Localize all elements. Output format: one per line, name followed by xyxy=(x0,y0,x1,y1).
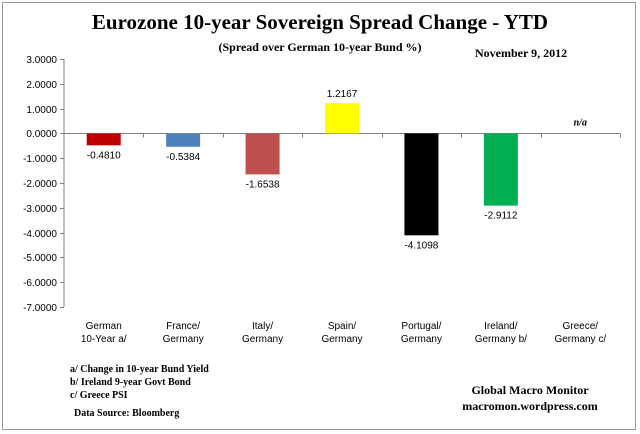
y-tick-label: 2.0000 xyxy=(26,80,57,91)
bar-value-label: -2.9112 xyxy=(484,211,518,222)
credit-url: macromon.wordpress.com xyxy=(462,399,598,413)
bar xyxy=(325,103,359,134)
footnote-b: b/ Ireland 9-year Govt Bond xyxy=(70,377,191,388)
credit-name: Global Macro Monitor xyxy=(471,383,589,397)
bar-value-label: n/a xyxy=(574,117,587,128)
chart-title: Eurozone 10-year Sovereign Spread Change… xyxy=(91,10,549,34)
bar xyxy=(166,133,201,147)
y-tick-label: -6.0000 xyxy=(23,278,57,289)
y-tick-label: -2.0000 xyxy=(23,179,57,190)
bar xyxy=(483,133,518,206)
y-tick-label: 1.0000 xyxy=(26,105,57,116)
credit: Global Macro Monitor macromon.wordpress.… xyxy=(440,382,620,414)
chart-subtitle: (Spread over German 10-year Bund %) xyxy=(218,40,422,54)
x-tick-label: Italy/Germany xyxy=(242,321,284,345)
x-tick-label: France/Germany xyxy=(162,321,204,345)
x-tick-label: Portugal/Germany xyxy=(400,321,442,345)
bar-value-label: -0.4810 xyxy=(87,150,121,161)
chart-date: November 9, 2012 xyxy=(475,46,568,60)
chart-frame xyxy=(2,2,636,430)
y-tick-label: 3.0000 xyxy=(26,55,57,66)
x-tick-label: Ireland/Germany b/ xyxy=(474,321,527,345)
bar-value-label: 1.2167 xyxy=(327,89,358,100)
footnote-c: c/ Greece PSI xyxy=(70,390,128,401)
y-tick-label: -3.0000 xyxy=(23,204,57,215)
y-tick-label: 0.0000 xyxy=(26,129,57,140)
y-tick-label: -7.0000 xyxy=(23,303,57,314)
bar-value-label: -0.5384 xyxy=(166,152,200,163)
y-tick-label: -5.0000 xyxy=(23,253,57,264)
x-tick-label: German 10-Year a/ xyxy=(80,321,127,345)
x-tick-label: Spain/Germany xyxy=(321,321,363,345)
bar xyxy=(245,133,280,175)
footnote-a: a/ Change in 10-year Bund Yield xyxy=(70,364,209,375)
x-tick-label: Greece/Germany c/ xyxy=(554,321,607,345)
bar-value-label: -1.6538 xyxy=(246,179,280,190)
footnotes: a/ Change in 10-year Bund Yield b/ Irela… xyxy=(70,363,209,402)
bar xyxy=(404,133,439,236)
y-tick-label: -1.0000 xyxy=(23,154,57,165)
y-tick-label: -4.0000 xyxy=(23,229,57,240)
data-source: Data Source: Bloomberg xyxy=(74,408,180,419)
bar xyxy=(86,133,121,146)
bar-value-label: -4.1098 xyxy=(404,240,438,251)
